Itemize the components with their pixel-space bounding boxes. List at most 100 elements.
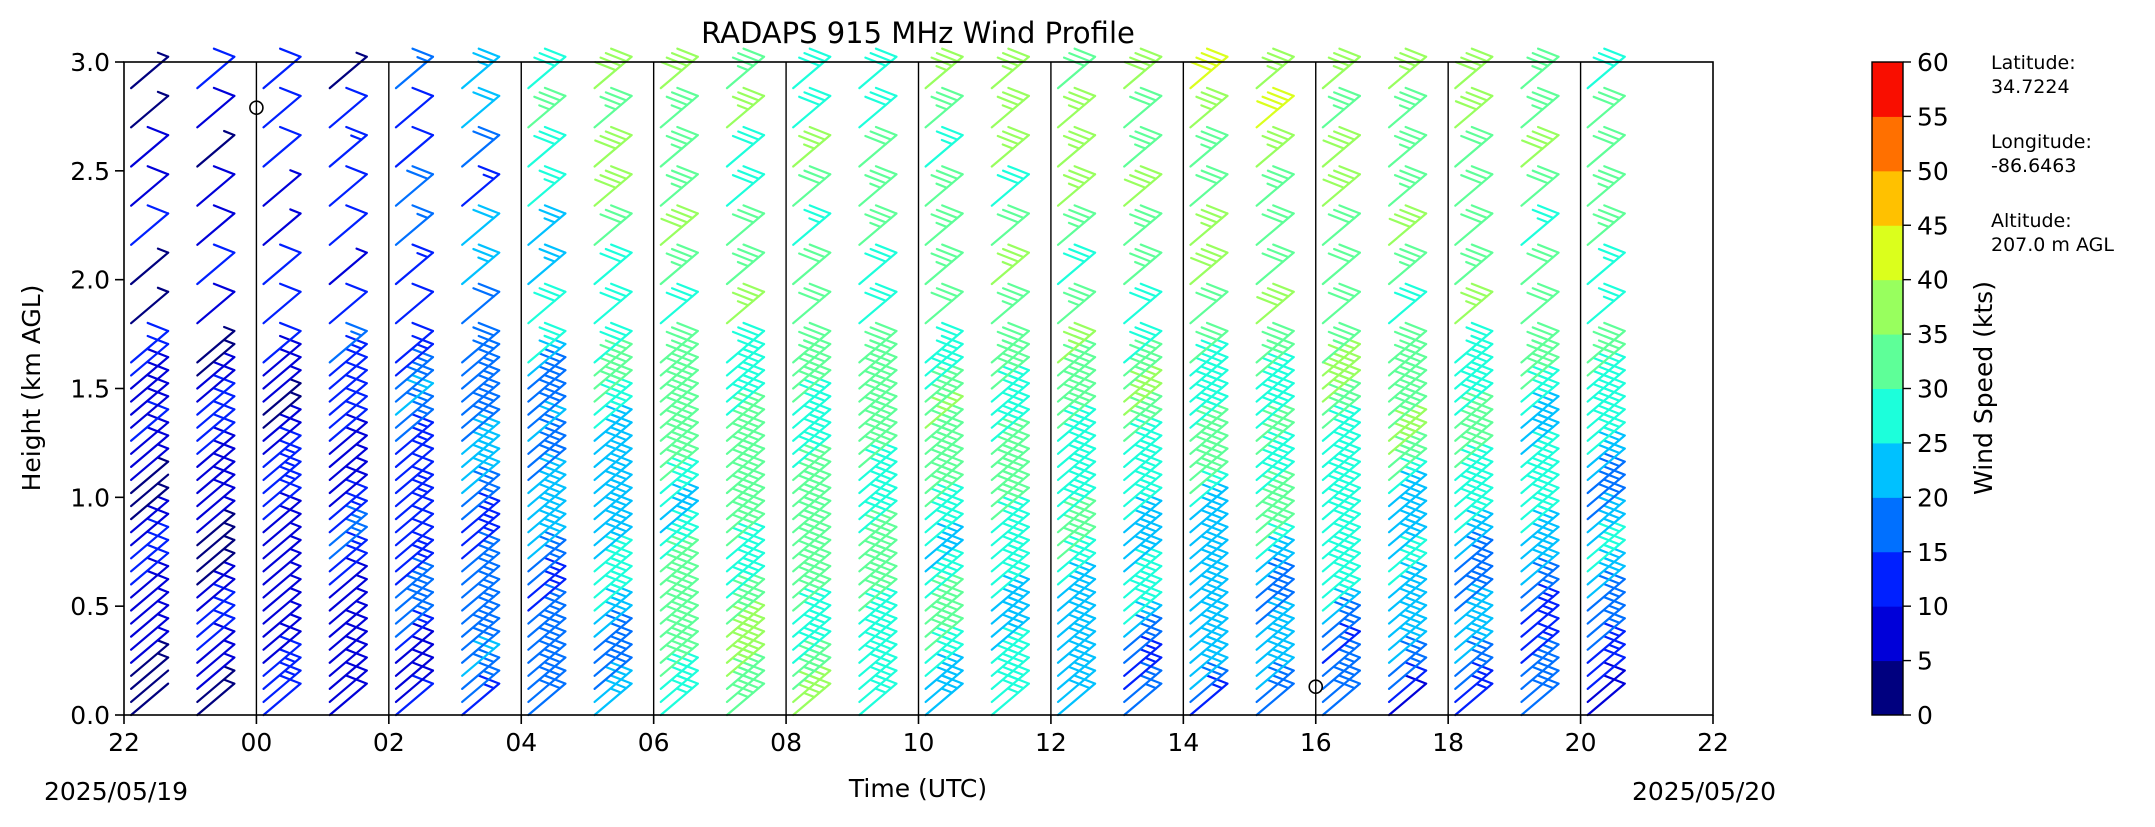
- barb-feather: [1536, 86, 1560, 98]
- barb-shaft: [196, 434, 236, 468]
- barb-half-feather: [1332, 339, 1346, 346]
- colorbar-tick-label: 50: [1917, 157, 1949, 186]
- barb-half-feather: [1139, 530, 1152, 537]
- wind-barb: [130, 286, 170, 325]
- barb-shaft: [394, 643, 435, 677]
- wind-barb: [1454, 165, 1494, 207]
- wind-barb: [659, 674, 699, 717]
- barb-feather: [869, 247, 893, 259]
- barb-half-feather: [1001, 443, 1015, 451]
- barb-half-feather: [1067, 143, 1081, 150]
- wind-barb: [1387, 243, 1428, 286]
- colorbar-band: [1872, 660, 1903, 716]
- barb-shaft: [262, 604, 302, 638]
- barb-feather: [1134, 326, 1158, 337]
- chart-title: RADAPS 915 MHz Wind Profile: [701, 16, 1135, 50]
- barb-feather: [1073, 125, 1097, 137]
- barb-shaft: [196, 447, 236, 482]
- wind-barb: [461, 125, 501, 168]
- barb-half-feather: [736, 691, 750, 699]
- barb-half-feather: [355, 443, 368, 450]
- wind-barb: [328, 674, 368, 717]
- barb-shaft: [196, 564, 236, 599]
- barb-half-feather: [1343, 630, 1356, 637]
- barb-feather: [1272, 86, 1295, 98]
- barb-feather: [1073, 86, 1097, 98]
- barb-feather: [996, 291, 1020, 302]
- barb-shaft: [130, 421, 170, 455]
- barb-feather: [472, 91, 495, 102]
- barb-shaft: [262, 499, 302, 534]
- barb-half-feather: [1398, 182, 1412, 189]
- barb-feather: [1597, 287, 1621, 298]
- barb-shaft: [262, 251, 302, 286]
- wind-barb: [394, 47, 435, 90]
- barb-half-feather: [609, 543, 623, 551]
- barb-half-feather: [289, 391, 302, 398]
- barb-feather: [406, 169, 429, 180]
- barb-half-feather: [223, 338, 236, 346]
- colorbar-ticks: 0 5 10 15 20 25 30 35 40 45 50 55 60: [1903, 48, 1949, 730]
- barb-shaft: [394, 682, 435, 717]
- x-tick-label: 14: [1167, 728, 1199, 757]
- barb-half-feather: [477, 439, 490, 446]
- barb-feather: [731, 95, 755, 106]
- barb-half-feather: [1134, 404, 1147, 411]
- wind-barb: [1255, 165, 1295, 207]
- wind-barb: [527, 165, 567, 207]
- wind-barb: [461, 282, 501, 325]
- barb-shaft: [262, 682, 302, 717]
- barb-feather: [1526, 95, 1550, 106]
- barb-feather: [742, 282, 766, 293]
- barb-half-feather: [1465, 260, 1478, 268]
- barb-feather: [1001, 169, 1025, 180]
- barb-half-feather: [1602, 426, 1616, 433]
- wind-barb: [328, 443, 368, 482]
- barb-half-feather: [1398, 443, 1412, 451]
- barb-feather: [1272, 282, 1295, 293]
- wind-barb: [1056, 86, 1097, 129]
- wind-barb: [328, 86, 368, 129]
- barb-feather: [808, 86, 832, 98]
- barb-feather: [1460, 252, 1483, 263]
- barb-half-feather: [1398, 391, 1412, 398]
- wind-barb: [1454, 674, 1494, 717]
- altitude-value: 207.0 m AGL: [1991, 234, 2114, 256]
- barb-feather: [1272, 125, 1295, 137]
- barb-shaft: [196, 329, 236, 364]
- barb-half-feather: [803, 561, 816, 568]
- wind-barb: [1586, 125, 1626, 168]
- barb-shaft: [394, 290, 435, 325]
- colorbar-tick-label: 35: [1917, 320, 1949, 349]
- barb-shaft: [328, 630, 368, 664]
- barb-feather: [1531, 326, 1555, 337]
- barb-feather: [1465, 91, 1489, 102]
- barb-half-feather: [874, 687, 887, 694]
- wind-barb: [1520, 674, 1560, 717]
- wind-barb: [792, 674, 832, 717]
- barb-half-feather: [1139, 439, 1152, 446]
- barb-feather: [345, 282, 368, 293]
- barb-feather: [278, 243, 302, 254]
- barb-feather: [1531, 52, 1555, 63]
- barb-feather: [411, 204, 435, 215]
- barb-feather: [146, 204, 170, 215]
- barb-feather: [1393, 134, 1417, 146]
- wind-barb: [1056, 243, 1097, 286]
- barb-half-feather: [1332, 65, 1346, 72]
- barb-half-feather: [1470, 334, 1483, 342]
- barb-feather: [864, 330, 887, 342]
- barb-feather: [1470, 86, 1494, 98]
- barb-feather: [1139, 165, 1163, 176]
- barb-shaft: [196, 643, 236, 677]
- y-tick-label: 2.0: [70, 266, 110, 295]
- barb-feather: [1001, 287, 1025, 298]
- barb-feather: [676, 204, 699, 215]
- barb-shaft: [328, 578, 368, 612]
- barb-feather: [1195, 291, 1218, 302]
- barb-shaft: [394, 656, 435, 690]
- y-axis-ticks: 0.0 0.5 1.0 1.5 2.0 2.5 3.0: [70, 48, 124, 730]
- barb-half-feather: [482, 604, 495, 611]
- wind-barb: [1189, 204, 1229, 246]
- barb-half-feather: [416, 565, 429, 572]
